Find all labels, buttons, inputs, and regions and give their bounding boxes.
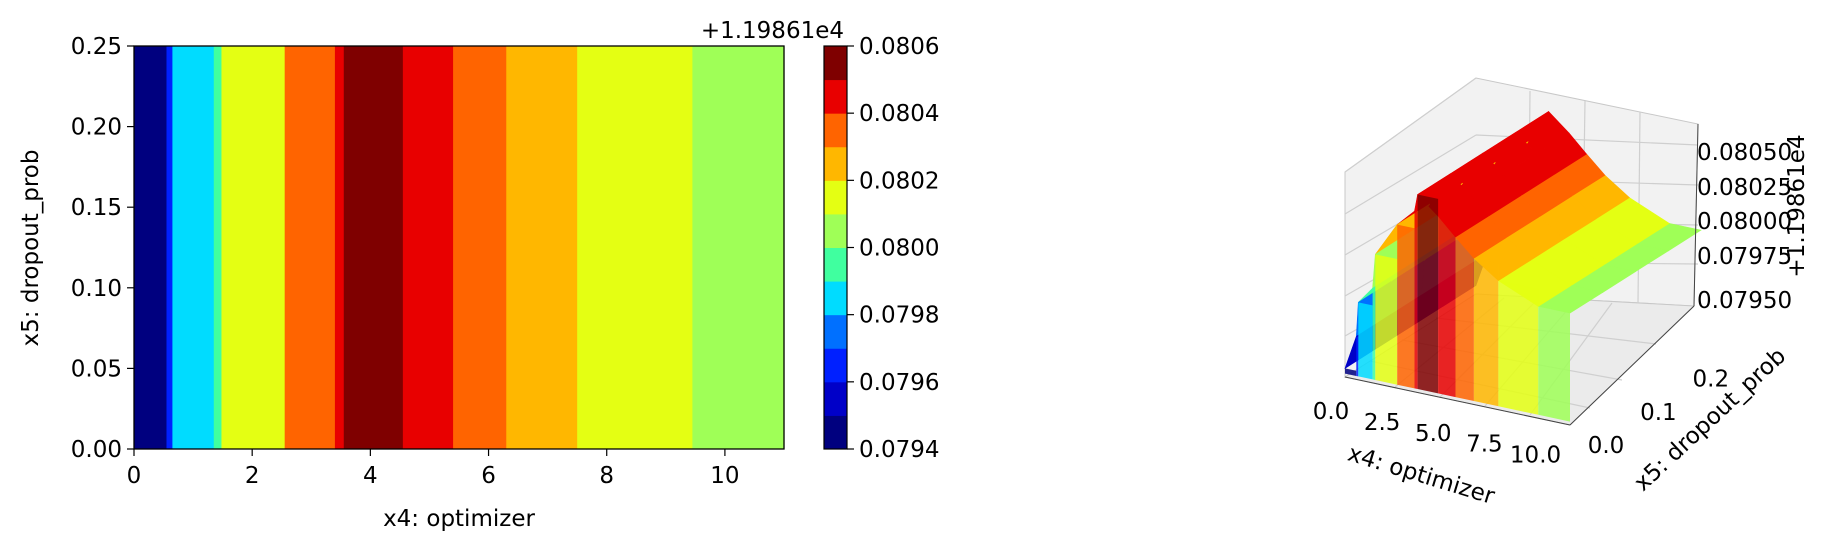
surface-front-face: [1414, 211, 1418, 389]
contour-band-11: [577, 46, 694, 449]
contour-x-tick-label: 4: [363, 463, 378, 489]
surface-z-tick-label: 0.07950: [1697, 288, 1792, 314]
contour-band-8: [402, 46, 454, 449]
surface-x-ticks: 0.0 2.5 5.0 7.5 10.0: [1313, 399, 1561, 469]
surface-front-face: [1438, 216, 1456, 398]
contour-chart: 0 2 4 6 8 10 0.00 0.05 0.10 0.15 0.20 0.25 x4: opt…: [18, 34, 785, 532]
colorbar-tick-label: 0.0804: [859, 101, 939, 127]
colorbar-tick-label: 0.0796: [859, 370, 939, 396]
surface-front-face: [1473, 258, 1499, 407]
surface-z-tick-label: 0.08025: [1697, 175, 1792, 201]
contour-x-tick-label: 2: [245, 463, 260, 489]
surface-front-face: [1375, 254, 1398, 385]
colorbar-offset-label: +1.19861e4: [701, 18, 844, 44]
surface-front-face: [1345, 368, 1357, 376]
contour-plot-frame: [133, 45, 785, 450]
surface-z-tick-label: 0.07975: [1697, 244, 1792, 270]
contour-x-tick-label: 8: [599, 463, 614, 489]
surface-front-face: [1356, 336, 1359, 377]
surface-z-ticks: 0.08050 0.08025 0.08000 0.07975 0.07950: [1697, 140, 1792, 314]
surface-front-face: [1498, 280, 1539, 415]
surface-x-axis-line: [1344, 376, 1571, 426]
colorbar-cell-4: [824, 281, 847, 316]
contour-band-1: [166, 46, 174, 449]
contour-y-tick-label: 0.20: [71, 115, 122, 141]
surface-z-tick-label: 0.08050: [1697, 140, 1792, 166]
contour-y-ticks: 0.00 0.05 0.10 0.15 0.20 0.25: [71, 34, 134, 463]
colorbar-ticks: 0.0794 0.0796 0.0798 0.0800 0.0802 0.0804 0.08…: [847, 34, 939, 463]
surface-y-tick-label: 0.0: [1588, 433, 1625, 459]
contour-band-5: [284, 46, 336, 449]
contour-band-0: [134, 46, 168, 449]
surface-x-tick-label: 5.0: [1415, 421, 1452, 447]
surface-z-offset-label: +1.19861e4: [1784, 134, 1810, 277]
colorbar-tick-label: 0.0794: [859, 437, 939, 463]
surface-front-face: [1397, 224, 1415, 389]
colorbar-tick-label: 0.0798: [859, 303, 939, 329]
colorbar-tick-label: 0.0802: [859, 168, 939, 194]
surface-x-tick-label: 10.0: [1510, 443, 1561, 469]
colorbar-cell-7: [824, 180, 847, 215]
colorbar-cell-5: [824, 247, 847, 282]
contour-y-tick-label: 0.10: [71, 276, 122, 302]
contour-x-tick-label: 6: [481, 463, 496, 489]
contour-band-6: [334, 46, 345, 449]
contour-band-4: [221, 46, 286, 449]
surface-x-tick-label: 2.5: [1364, 410, 1401, 436]
surface-y-ticks: 0.0 0.1 0.2: [1588, 367, 1729, 459]
colorbar-cell-8: [824, 146, 847, 181]
colorbar-cell-0: [824, 415, 847, 450]
surface-y-tick-label: 0.2: [1693, 367, 1730, 393]
surface-x-tick-label: 7.5: [1466, 432, 1503, 458]
contour-y-tick-label: 0.25: [71, 34, 122, 60]
colorbar-tick-label: 0.0806: [859, 34, 939, 60]
colorbar-cell-10: [824, 79, 847, 114]
surface-x-tick-label: 0.0: [1313, 399, 1350, 425]
surface-y-axis-line: [1569, 305, 1695, 426]
contour-band-10: [506, 46, 578, 449]
surface-chart: 0.0 2.5 5.0 7.5 10.0 0.0 0.1 0.2 0.08050 0.0802…: [1313, 77, 1810, 510]
contour-x-tick-label: 10: [710, 463, 739, 489]
surface-front-face: [1455, 237, 1474, 401]
contour-y-tick-label: 0.05: [71, 356, 122, 382]
colorbar-cell-11: [824, 46, 847, 81]
surface-z-tick-label: 0.08000: [1697, 209, 1792, 235]
contour-band-9: [453, 46, 507, 449]
surface-front-face: [1372, 288, 1376, 380]
surface-strips: [1344, 110, 1702, 422]
contour-x-axis-label: x4: optimizer: [383, 506, 535, 532]
colorbar-cells: [824, 46, 847, 450]
colorbar-tick-label: 0.0800: [859, 236, 939, 262]
contour-y-tick-label: 0.15: [71, 195, 122, 221]
colorbar-cell-6: [824, 213, 847, 248]
contour-band-7: [343, 46, 404, 449]
colorbar-cell-9: [824, 113, 847, 148]
colorbar-cell-3: [824, 314, 847, 349]
contour-x-ticks: 0 2 4 6 8 10: [127, 449, 740, 489]
surface-z-axis-line: [1693, 123, 1699, 307]
colorbar-cell-1: [824, 381, 847, 416]
contour-band-2: [172, 46, 215, 449]
surface-front-face: [1417, 194, 1439, 394]
colorbar: 0.0794 0.0796 0.0798 0.0800 0.0802 0.0804 0.08…: [701, 18, 940, 463]
surface-y-tick-label: 0.1: [1640, 400, 1677, 426]
colorbar-cell-2: [824, 348, 847, 383]
contour-band-12: [692, 46, 785, 449]
surface-front-face: [1538, 306, 1570, 422]
contour-y-tick-label: 0.00: [71, 437, 122, 463]
contour-band-3: [213, 46, 223, 449]
contour-bands: [134, 46, 785, 449]
surface-front-face: [1358, 302, 1373, 380]
contour-y-axis-label: x5: dropout_prob: [18, 150, 44, 347]
contour-x-tick-label: 0: [127, 463, 142, 489]
